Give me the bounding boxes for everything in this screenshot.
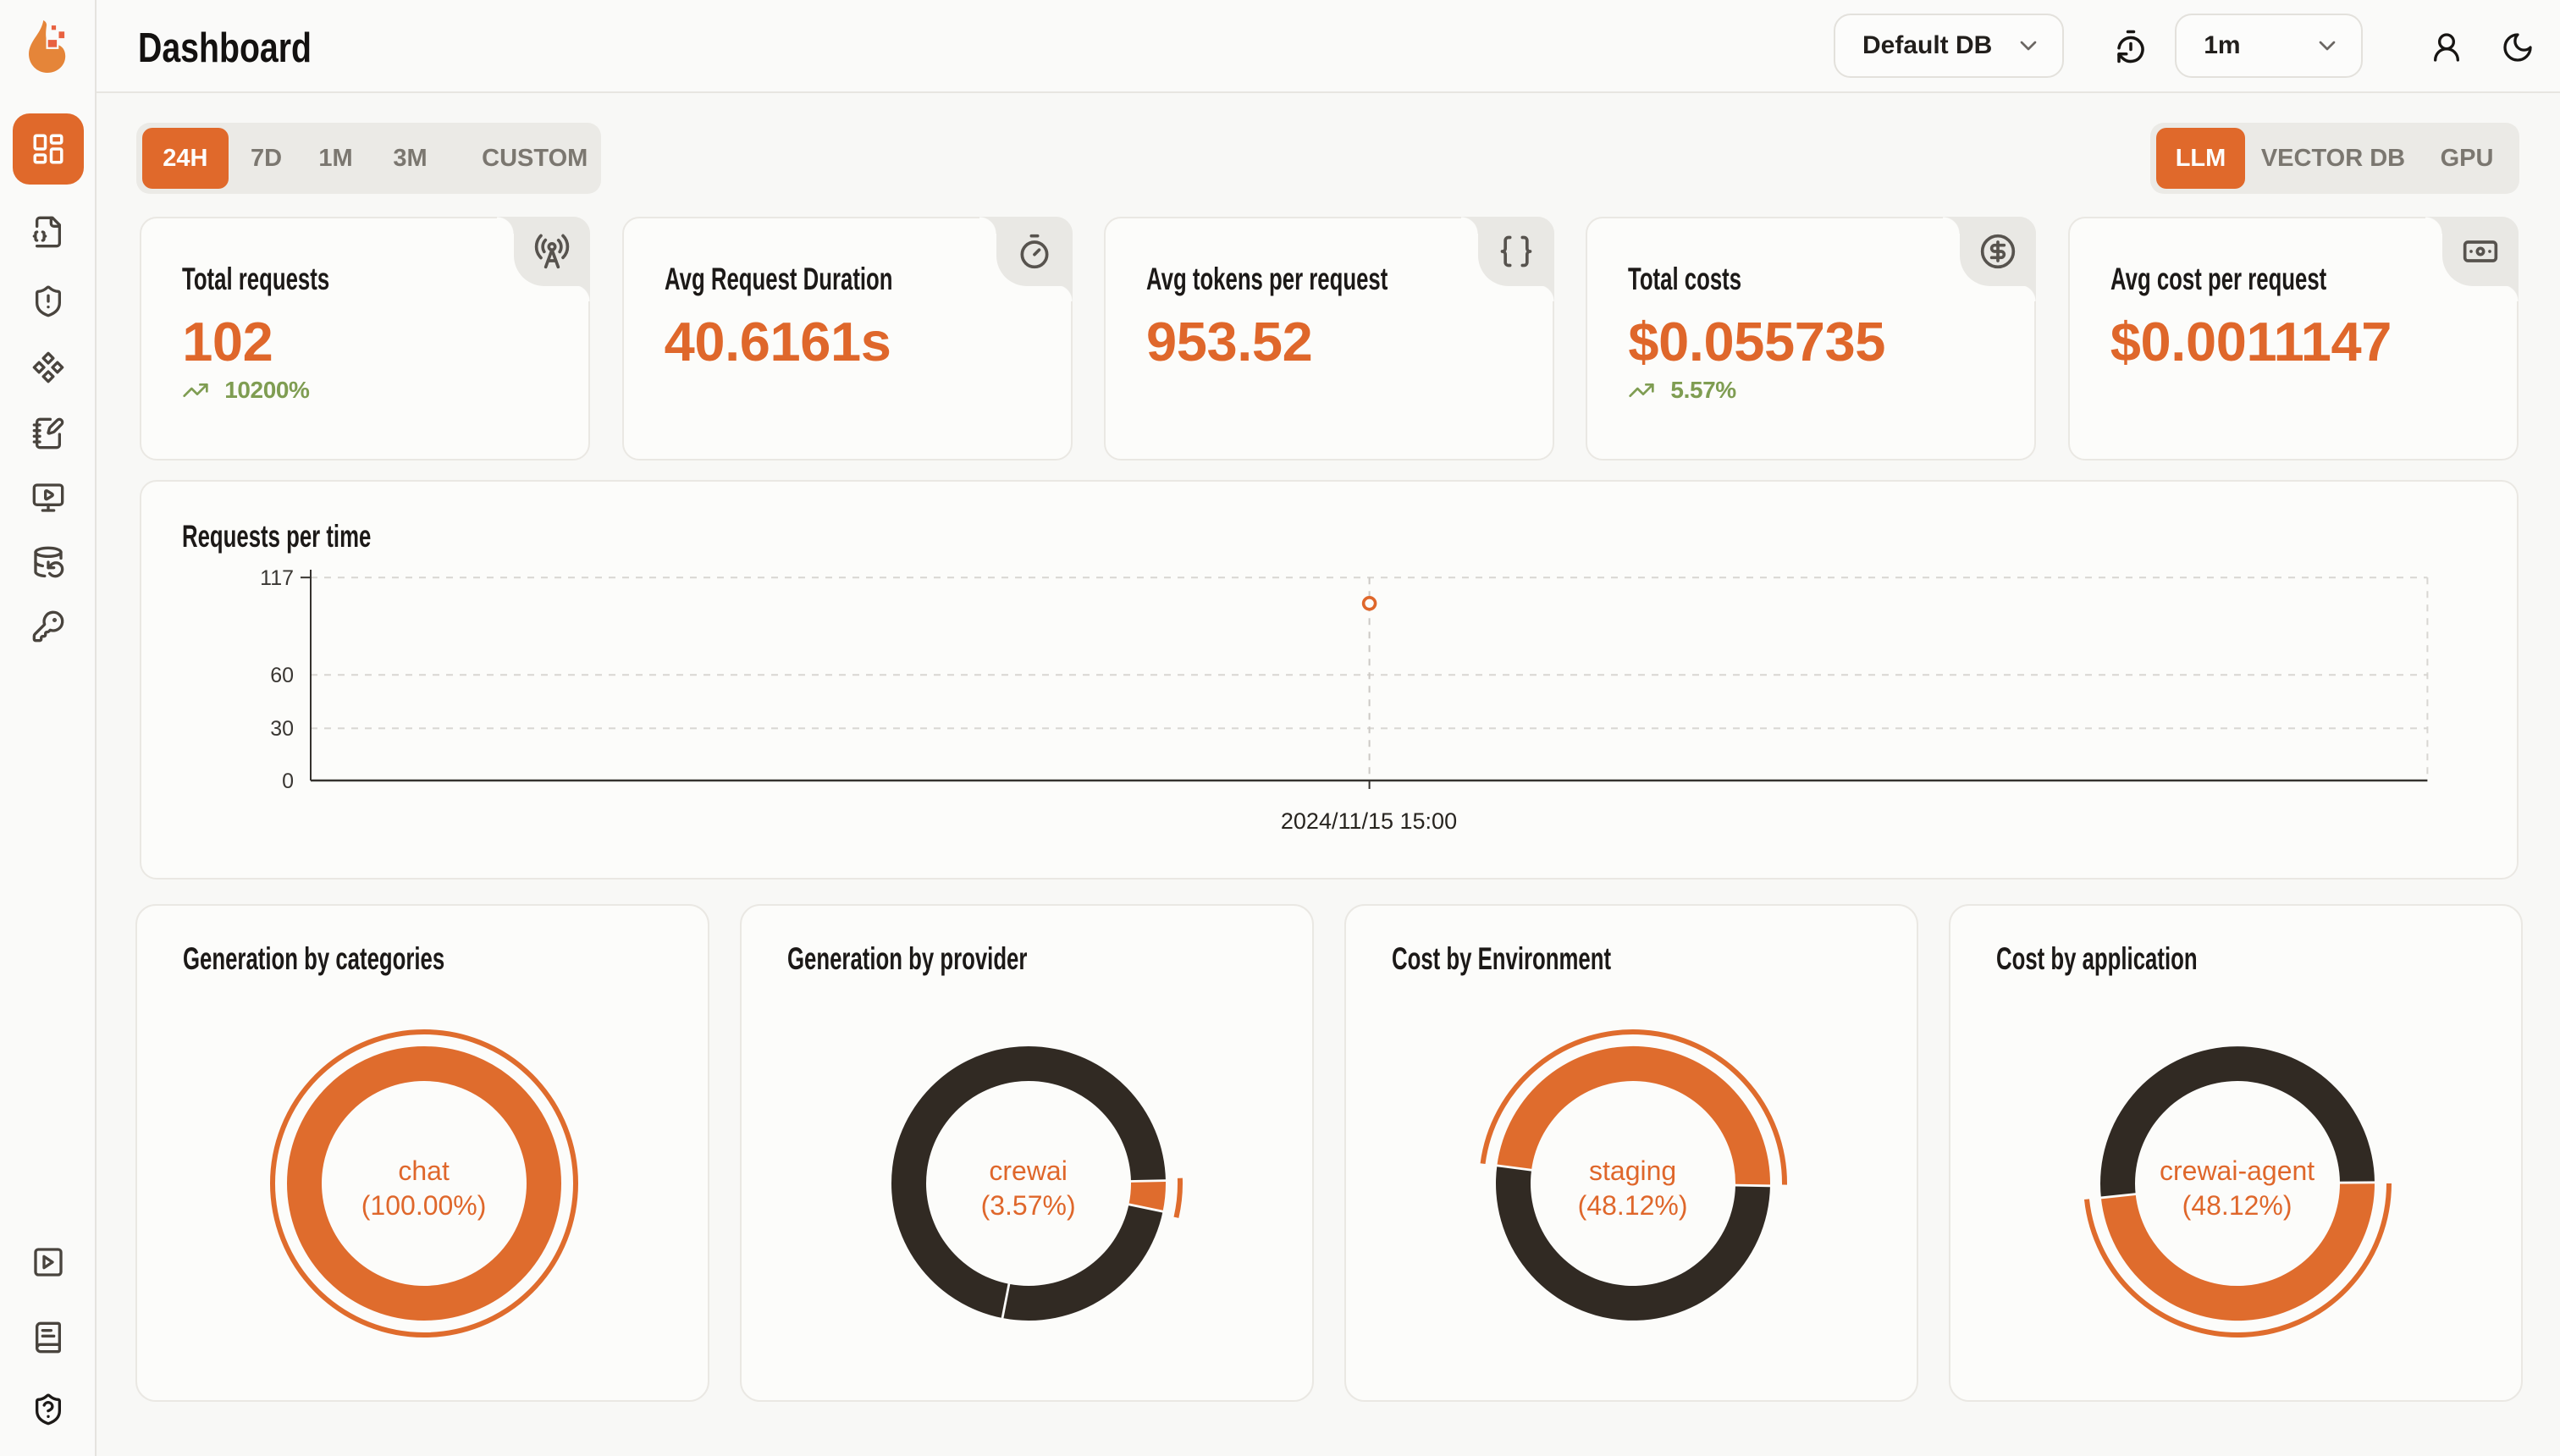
svg-text:Dashboard: Dashboard — [138, 25, 312, 71]
svg-text:0: 0 — [282, 769, 294, 793]
svg-text:60: 60 — [270, 664, 294, 687]
svg-text:30: 30 — [270, 717, 294, 741]
svg-text:117: 117 — [260, 566, 294, 590]
svg-text:2024/11/15 15:00: 2024/11/15 15:00 — [1281, 808, 1457, 834]
